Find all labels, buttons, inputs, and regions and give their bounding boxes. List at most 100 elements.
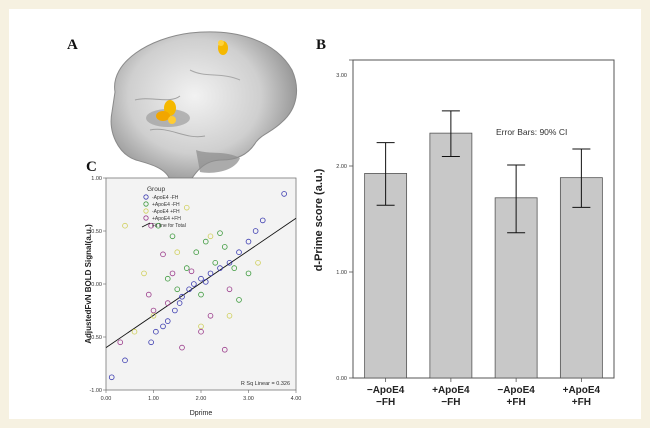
scatter-point-series-0	[160, 323, 166, 330]
scatter-x-tick-label: 3.00	[243, 396, 254, 402]
scatter-point-series-0	[179, 293, 185, 300]
scatter-y-tick-label: -1.00	[89, 388, 102, 394]
panel-label-b: B	[316, 37, 327, 53]
scatter-x-label: Dprime	[190, 410, 213, 417]
bar-y-tick-label: 1.00	[336, 270, 347, 276]
scatter-point-series-3	[160, 251, 166, 258]
bar-1	[429, 132, 473, 379]
scatter-point-series-2	[150, 312, 157, 319]
scatter-point-series-3	[179, 344, 185, 351]
bar-annotation: Error Bars: 90% CI	[496, 127, 567, 137]
scatter-point-series-1	[236, 297, 242, 303]
scatter-point-series-0	[122, 357, 128, 364]
scatter-point-series-2	[207, 233, 214, 240]
scatter-y-label: AdjustedFvN BOLD Signal(a.u.)	[84, 224, 93, 344]
scatter-point-series-0	[153, 328, 159, 335]
scatter-point-series-0	[259, 217, 266, 224]
scatter-point-series-0	[245, 238, 252, 245]
scatter-legend-title: Group	[147, 186, 165, 193]
scatter-legend-entry: +ApoE4 +FH	[152, 216, 181, 222]
bar-category-label: +ApoE4 +FH	[563, 385, 601, 408]
scatter-point-series-1	[169, 233, 176, 240]
scatter-point-series-3	[150, 307, 157, 314]
scatter-point-series-1	[217, 230, 223, 236]
scatter-point-series-1	[155, 222, 162, 229]
scatter-y-tick-label: 0.00	[91, 282, 102, 288]
bar-y-tick-label: 2.00	[336, 164, 347, 170]
scatter-point-series-0	[202, 279, 209, 285]
scatter-point-series-1	[202, 238, 209, 245]
bar-y-tick-label: 0.00	[336, 376, 347, 382]
scatter-point-series-1	[164, 275, 171, 282]
scatter-x-tick-label: 2.00	[196, 396, 207, 402]
scatter-point-series-2	[226, 312, 233, 319]
bar-category-label: −ApoE4 −FH	[367, 385, 405, 408]
scatter-legend-marker	[143, 215, 149, 221]
scatter-legend-marker	[143, 194, 149, 200]
scatter-point-series-2	[183, 204, 190, 211]
scatter-legend-entry: -ApoE4 +FH	[152, 209, 180, 215]
scatter-point-series-3	[226, 286, 233, 293]
scatter-point-series-0	[217, 265, 223, 271]
panel-label-a: A	[67, 37, 78, 53]
scatter-y-tick-label: -0.50	[89, 335, 102, 341]
scatter-point-series-2	[141, 270, 147, 277]
scatter-point-series-3	[198, 328, 204, 335]
scatter-x-tick-label: 4.00	[291, 396, 302, 402]
scatter-point-series-1	[193, 249, 200, 256]
bar-y-tick-label: 3.00	[336, 73, 347, 79]
scatter-point-series-0	[176, 300, 183, 306]
scatter-x-tick-label: 0.00	[101, 396, 112, 402]
scatter-point-series-0	[207, 270, 214, 277]
scatter-annotation: R Sq Linear = 0.326	[241, 381, 290, 387]
scatter-legend-entry: -ApoE4 -FH	[152, 195, 179, 201]
bar-category-label: +ApoE4 −FH	[432, 385, 470, 408]
scatter-legend: Group -ApoE4 -FH+ApoE4 -FH-ApoE4 +FH+Apo…	[141, 186, 186, 229]
scatter-point-series-3	[188, 268, 195, 275]
scatter-point-series-0	[108, 374, 115, 381]
scatter-legend-marker	[143, 201, 149, 207]
scatter-point-series-3	[221, 346, 228, 353]
scatter-y-tick-label: 1.00	[91, 176, 102, 182]
scatter-point-series-3	[145, 291, 152, 298]
scatter-point-series-1	[231, 265, 238, 271]
scatter-point-series-1	[183, 265, 190, 271]
scatter-legend-line-marker	[141, 222, 151, 228]
scatter-point-series-0	[164, 318, 171, 324]
panel-label-c: C	[86, 159, 97, 175]
scatter-point-series-1	[221, 244, 228, 250]
scatter-point-series-3	[207, 312, 214, 319]
scatter-point-series-1	[198, 291, 204, 298]
scatter-point-series-3	[148, 222, 154, 229]
scatter-legend-marker	[143, 208, 149, 214]
scatter-point-series-0	[252, 228, 259, 234]
scatter-point-series-2	[198, 323, 204, 330]
scatter-point-series-3	[169, 270, 176, 277]
scatter-point-series-0	[281, 191, 287, 197]
scatter-point-series-0	[148, 339, 154, 346]
bar-y-label: d-Prime score (a.u.)	[313, 168, 325, 271]
scatter-plot-area	[105, 177, 297, 391]
scatter-legend-entry: +ApoE4 -FH	[152, 202, 180, 208]
scatter-point-series-3	[117, 339, 124, 346]
scatter-legend-entry: Fit line for Total	[152, 223, 186, 229]
scatter-point-series-1	[212, 259, 219, 266]
scatter-point-series-2	[131, 328, 138, 335]
scatter-point-series-0	[226, 259, 233, 266]
scatter-point-series-2	[122, 222, 128, 229]
scatter-point-series-0	[236, 249, 242, 256]
scatter-point-series-0	[186, 286, 192, 293]
scatter-x-tick-label: 1.00	[148, 396, 159, 402]
scatter-fit-line	[105, 217, 297, 348]
scatter-point-series-0	[191, 281, 197, 287]
bar-category-label: −ApoE4 +FH	[497, 385, 535, 408]
scatter-point-series-1	[174, 286, 181, 293]
scatter-point-series-0	[198, 275, 204, 282]
scatter-point-series-2	[255, 259, 261, 266]
scatter-point-series-3	[164, 300, 171, 306]
scatter-y-tick-label: 0.50	[91, 229, 102, 235]
scatter-point-series-1	[245, 270, 252, 277]
scatter-point-series-0	[172, 307, 178, 314]
